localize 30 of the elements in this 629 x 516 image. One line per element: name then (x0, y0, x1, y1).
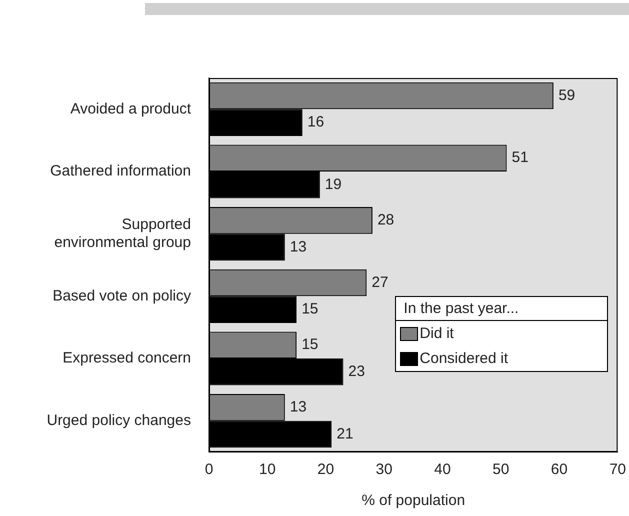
y-tick-label: Urged policy changes (46, 412, 191, 429)
data-label: 13 (290, 238, 307, 256)
y-tick-label: Supported environmental group (54, 216, 191, 251)
data-label: 51 (512, 149, 528, 166)
data-label: 16 (307, 114, 324, 131)
x-tick-label: 50 (492, 461, 510, 478)
x-tick-label: 20 (317, 461, 334, 478)
data-label: 15 (302, 336, 318, 354)
data-label: 27 (372, 274, 388, 291)
legend-label: Did it (420, 325, 454, 342)
x-tick-label: 40 (434, 461, 451, 478)
x-tick-label: 0 (204, 461, 214, 478)
y-tick-label: Avoided a product (70, 100, 192, 118)
x-tick-label: 70 (609, 461, 626, 478)
data-label: 21 (336, 425, 354, 442)
y-tick-label: Expressed concern (62, 350, 191, 367)
x-tick-label: 60 (550, 461, 568, 478)
x-tick-label: 30 (376, 461, 392, 478)
data-label: 28 (377, 212, 394, 229)
data-label: 15 (302, 300, 318, 318)
data-label: 13 (290, 398, 307, 416)
data-label: 19 (324, 176, 342, 194)
legend-title: In the past year... (396, 297, 607, 321)
data-label: 23 (348, 363, 365, 380)
y-tick-label: Based vote on policy (52, 287, 192, 304)
x-axis-title: % of population (362, 492, 466, 510)
data-label: 59 (558, 86, 576, 104)
x-tick-label: 10 (259, 461, 276, 478)
y-tick-label: Gathered information (50, 162, 191, 180)
legend-label: Considered it (420, 350, 508, 367)
